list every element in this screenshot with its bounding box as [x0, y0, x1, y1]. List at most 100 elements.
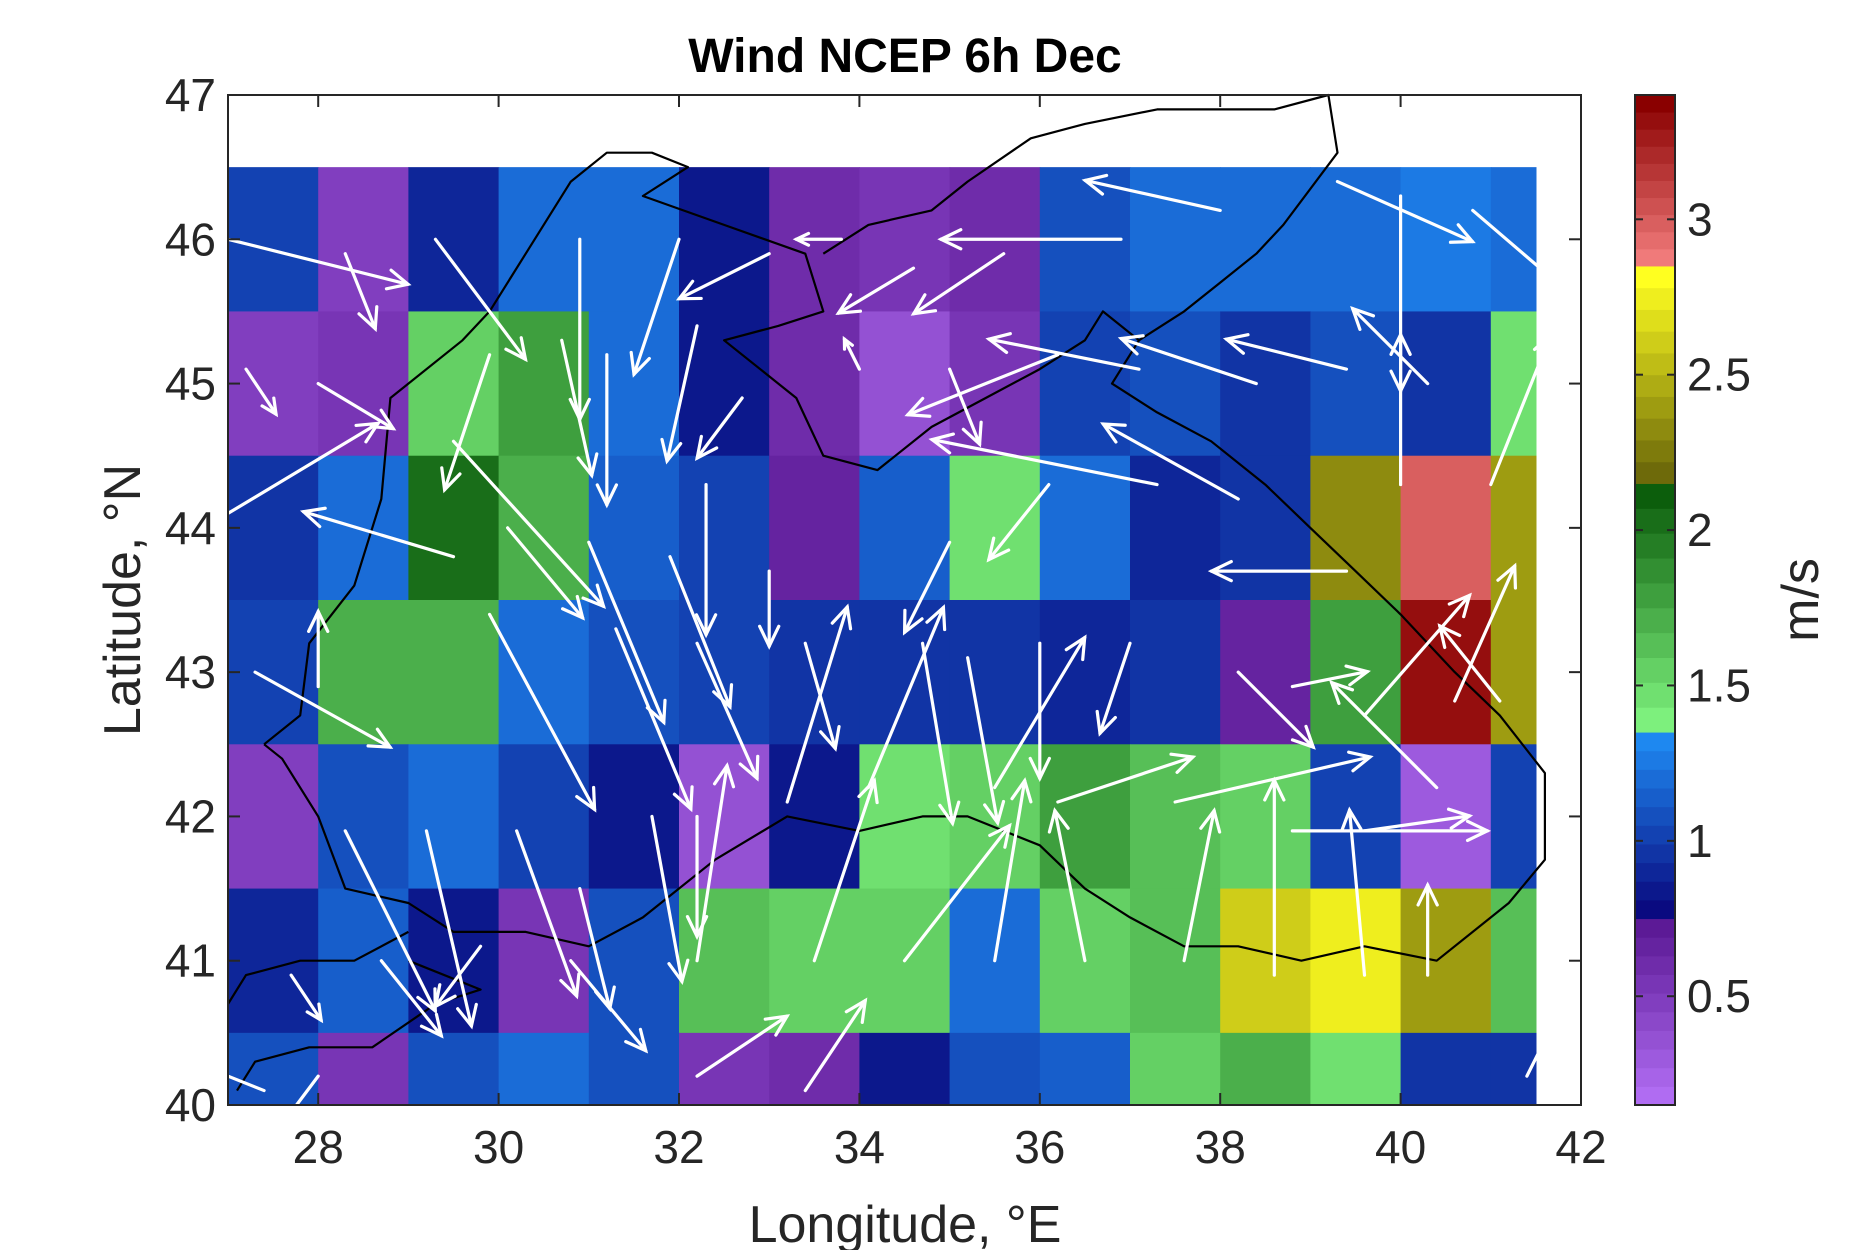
colorbar-tick-label: 1.5: [1687, 659, 1751, 711]
speed-cell: [859, 1032, 951, 1106]
speed-cell: [1310, 311, 1402, 457]
wind-arrow: [985, 332, 1141, 371]
colorbar-swatch: [1635, 1049, 1675, 1069]
wind-arrow: [1335, 179, 1476, 244]
colorbar-tick-label: 3: [1687, 193, 1713, 245]
wind-arrow: [1350, 305, 1430, 386]
wind-arrow: [433, 944, 483, 1010]
wind-arrow: [803, 997, 868, 1093]
speed-cell: [949, 311, 1041, 457]
colorbar-swatch: [1635, 352, 1675, 376]
wind-arrow: [1081, 173, 1222, 213]
colorbar-swatch: [1635, 146, 1675, 164]
wind-arrow: [560, 338, 599, 479]
speed-cell: [1220, 888, 1311, 1034]
colorbar-swatch: [1635, 180, 1675, 199]
colorbar-swatch: [1635, 214, 1675, 233]
wind-arrow: [812, 777, 879, 963]
coastline-segment: [822, 93, 1339, 342]
colorbar-swatch: [1635, 862, 1675, 882]
colorbar: 0.5 1 1.5 2 2.5 3: [1634, 94, 1751, 1106]
y-tick-label: 46: [165, 213, 216, 265]
colorbar-swatch: [1635, 825, 1675, 845]
wind-vectors: [185, 173, 1581, 1140]
wind-arrow: [1453, 562, 1518, 703]
colorbar-swatch: [1635, 95, 1675, 113]
wind-arrow: [694, 482, 718, 639]
wind-arrow: [1100, 422, 1240, 501]
colorbar-swatch: [1635, 439, 1675, 463]
wind-arrow: [695, 641, 760, 782]
speed-cell: [1130, 744, 1221, 890]
speed-cell: [498, 888, 590, 1034]
wind-arrow: [928, 432, 1159, 487]
wind-arrow: [506, 526, 585, 621]
wind-arrow: [993, 634, 1087, 790]
wind-arrow: [515, 829, 581, 1000]
colorbar-tick-label: 2.5: [1687, 349, 1751, 401]
colorbar-swatch: [1635, 769, 1675, 789]
colorbar-swatch: [1635, 937, 1675, 957]
wind-arrow: [660, 324, 699, 465]
speed-cell: [318, 311, 409, 457]
y-tick-label: 43: [165, 646, 216, 698]
wind-arrow: [1362, 807, 1474, 833]
wind-arrow: [629, 237, 681, 378]
wind-arrow: [1362, 592, 1472, 718]
wind-arrow: [650, 814, 690, 986]
speed-cell: [949, 600, 1041, 745]
wind-arrow: [440, 353, 492, 494]
wind-arrow: [595, 353, 619, 509]
speed-cell: [1400, 167, 1492, 313]
wind-arrow: [1173, 750, 1374, 804]
wind-arrow: [1340, 806, 1367, 977]
colorbar-swatch: [1635, 993, 1675, 1013]
speed-cell: [1220, 1032, 1311, 1106]
speed-cell: [318, 1032, 409, 1106]
colorbar-tick-label: 1: [1687, 815, 1713, 867]
colorbar-swatch: [1635, 287, 1675, 310]
colorbar-swatch: [1635, 129, 1675, 147]
speed-cell: [1490, 600, 1537, 745]
speed-cell: [408, 311, 500, 457]
speed-cell: [1130, 167, 1221, 313]
wind-arrow: [307, 607, 330, 689]
colorbar-swatch: [1635, 881, 1675, 901]
colorbar-swatch: [1635, 248, 1675, 267]
speed-cell: [1490, 888, 1537, 1034]
wind-arrow: [694, 396, 744, 461]
wind-arrow: [487, 612, 597, 813]
colorbar-swatch: [1635, 1011, 1675, 1031]
speed-cell: [498, 455, 590, 601]
y-tick-label: 47: [165, 69, 216, 121]
colorbar-swatch: [1635, 732, 1675, 752]
speed-cell: [498, 311, 590, 457]
wind-arrow: [343, 829, 437, 1015]
wind-arrow: [1290, 819, 1492, 843]
wind-arrow: [792, 231, 843, 247]
colorbar-tick-label: 2: [1687, 504, 1713, 556]
coastline-segment: [263, 151, 1546, 962]
coastline: [227, 93, 1546, 1092]
wind-arrow: [835, 266, 916, 316]
colorbar-swatch: [1635, 955, 1675, 975]
wind-arrow: [902, 540, 952, 636]
y-tick-label: 45: [165, 358, 216, 410]
colorbar-swatch: [1635, 265, 1675, 289]
colorbar-swatch: [1635, 197, 1675, 216]
wind-arrow: [902, 822, 1012, 963]
speed-cell: [1400, 888, 1492, 1034]
colorbar-swatch: [1635, 657, 1675, 683]
speed-cell: [769, 455, 860, 601]
speed-cell: [1400, 455, 1492, 601]
colorbar-swatch: [1635, 309, 1675, 332]
wind-arrow: [587, 540, 667, 726]
speed-cell: [949, 1032, 1041, 1106]
wind-arrow: [866, 604, 947, 790]
wind-arrow: [1290, 664, 1371, 689]
speed-cell: [769, 311, 860, 457]
speed-cell: [408, 167, 500, 313]
speed-cell: [228, 311, 319, 457]
wind-arrow: [695, 1014, 791, 1078]
